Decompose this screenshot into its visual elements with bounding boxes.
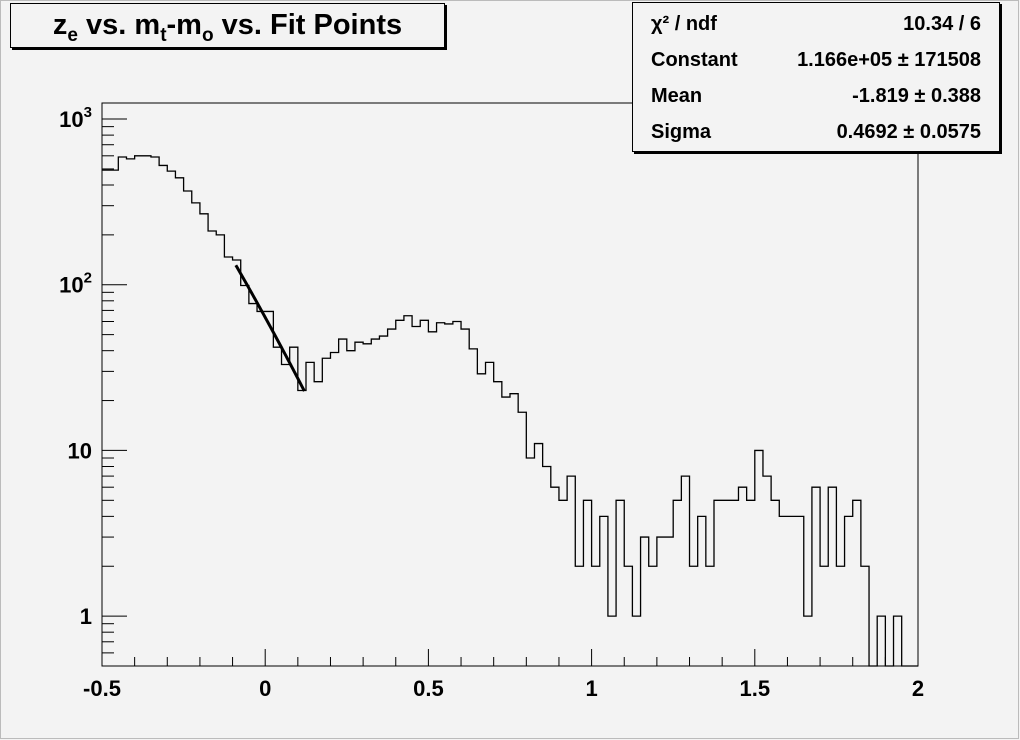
stats-row-mean: Mean -1.819 ± 0.388 <box>651 81 981 111</box>
stats-label: χ² / ndf <box>651 12 717 35</box>
title-subscript: t <box>160 25 167 46</box>
fit-curve <box>234 264 306 392</box>
title-subscript: e <box>67 25 78 46</box>
stats-row-sigma: Sigma 0.4692 ± 0.0575 <box>651 117 981 147</box>
chart-title: ze vs. mt-mo vs. Fit Points <box>10 3 445 48</box>
x-tick-label: 1 <box>585 676 597 701</box>
title-part: z <box>52 9 68 41</box>
stats-label: Constant <box>651 48 738 71</box>
x-tick-label: 0.5 <box>413 676 444 701</box>
stats-value: 10.34 / 6 <box>903 12 981 35</box>
stats-value: 0.4692 ± 0.0575 <box>836 120 981 143</box>
x-tick-label: -0.5 <box>83 676 121 701</box>
y-tick-label: 103 <box>59 104 92 132</box>
y-tick-label: 102 <box>59 270 92 298</box>
stats-value: -1.819 ± 0.388 <box>852 84 981 107</box>
stats-box: χ² / ndf 10.34 / 6 Constant 1.166e+05 ± 17… <box>632 2 1000 152</box>
x-tick-label: 2 <box>912 676 924 701</box>
plot-frame <box>101 102 919 667</box>
stats-row-chi2: χ² / ndf 10.34 / 6 <box>651 9 981 39</box>
x-tick-label: 1.5 <box>740 676 771 701</box>
stats-row-constant: Constant 1.166e+05 ± 171508 <box>651 45 981 75</box>
title-part: vs. m <box>77 9 161 41</box>
stats-label: Sigma <box>651 120 712 143</box>
y-tick-label: 1 <box>80 604 92 629</box>
x-tick-label: 0 <box>259 676 271 701</box>
title-part: -m <box>166 9 202 41</box>
stats-label: Mean <box>651 84 703 107</box>
y-tick-label: 10 <box>68 438 92 463</box>
title-subscript: o <box>201 25 214 46</box>
title-part: vs. Fit Points <box>213 9 403 41</box>
stats-value: 1.166e+05 ± 171508 <box>797 48 981 71</box>
histogram-outline <box>102 155 918 667</box>
